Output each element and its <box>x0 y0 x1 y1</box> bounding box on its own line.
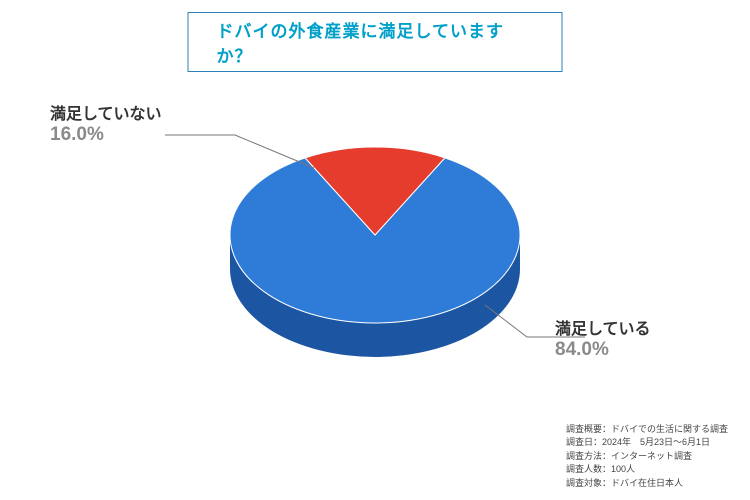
label-satisfied-pct: 84.0% <box>555 339 651 362</box>
meta-line-target: 調査対象：ドバイ在住日本人 <box>566 477 728 491</box>
meta-line-date: 調査日：2024年 5月23日〜6月1日 <box>566 436 728 450</box>
label-satisfied-text: 満足している <box>555 320 651 339</box>
meta-line-method: 調査方法：インターネット調査 <box>566 450 728 464</box>
survey-metadata: 調査概要：ドバイでの生活に関する調査 調査日：2024年 5月23日〜6月1日 … <box>566 423 728 491</box>
label-satisfied: 満足している 84.0% <box>555 320 651 362</box>
meta-line-count: 調査人数：100人 <box>566 463 728 477</box>
pie-svg <box>165 75 585 415</box>
chart-title: ドバイの外食産業に満足していますか？ <box>188 12 563 72</box>
label-unsatisfied-pct: 16.0% <box>50 124 162 147</box>
label-unsatisfied: 満足していない 16.0% <box>50 105 162 147</box>
label-unsatisfied-text: 満足していない <box>50 105 162 124</box>
pie-chart <box>165 75 585 415</box>
meta-line-overview: 調査概要：ドバイでの生活に関する調査 <box>566 423 728 437</box>
